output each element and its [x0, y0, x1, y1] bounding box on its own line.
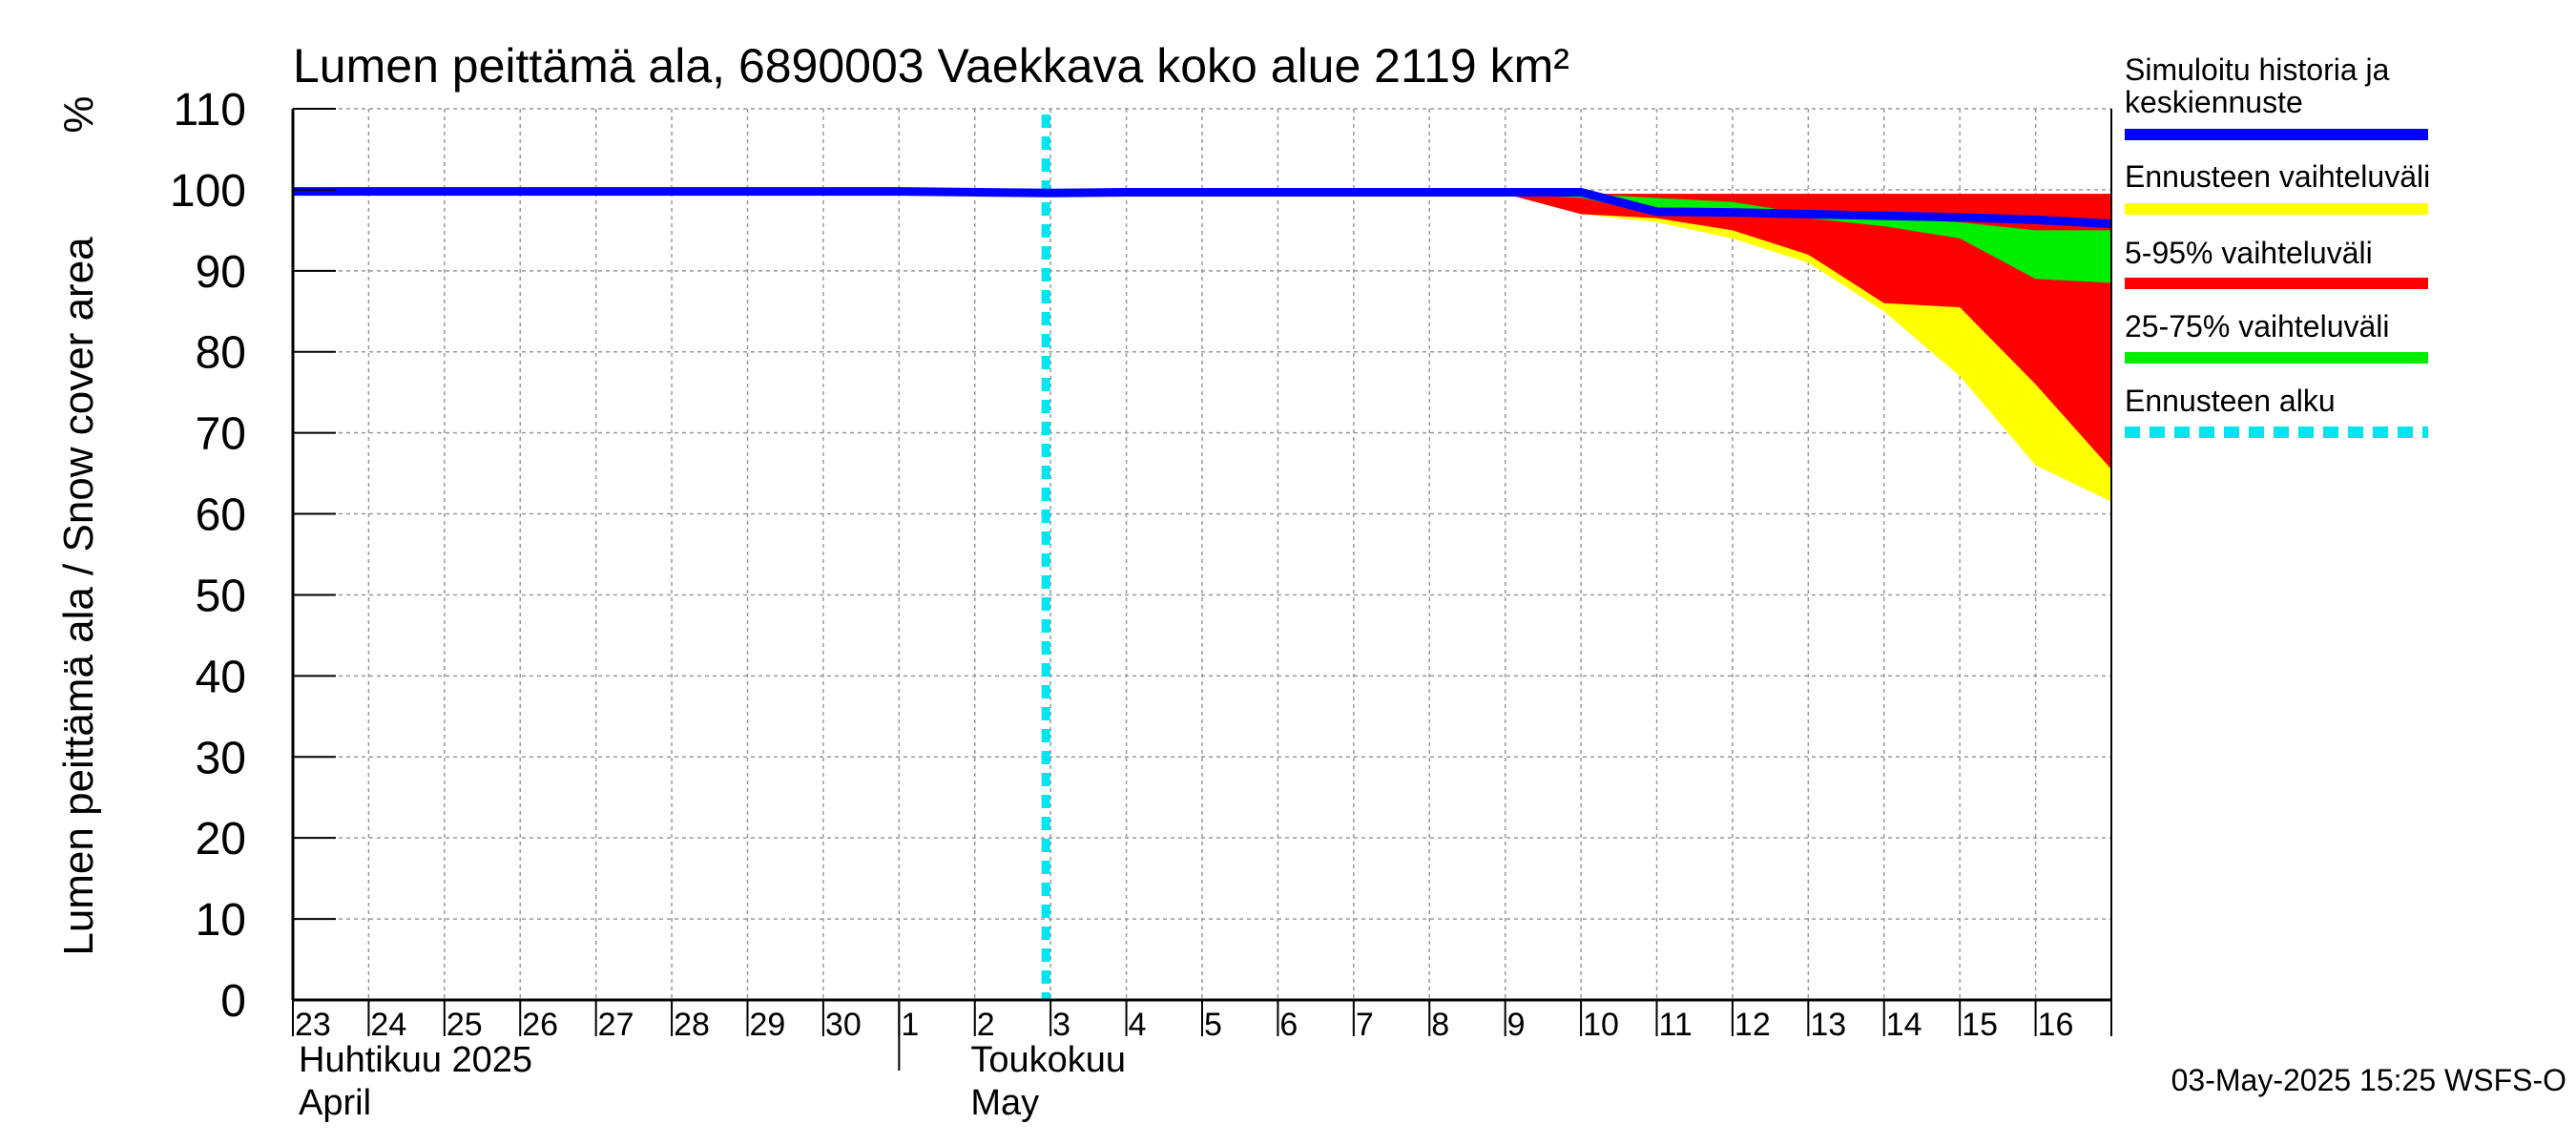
y-tick-label: 30	[196, 733, 246, 783]
band-00ee00	[1505, 194, 2111, 283]
x-tick-label: 28	[674, 1007, 710, 1043]
x-tick-label: 11	[1659, 1007, 1693, 1043]
y-tick-label: 0	[220, 976, 246, 1027]
x-tick-label: 27	[598, 1007, 634, 1043]
x-tick-label: 24	[370, 1007, 406, 1043]
x-tick-label: 4	[1129, 1007, 1147, 1043]
x-tick-label: 3	[1052, 1007, 1070, 1043]
legend-label: 25-75% vaihteluväli	[2125, 309, 2390, 344]
x-tick-label: 26	[522, 1007, 558, 1043]
median-line	[293, 187, 2112, 229]
x-tick-label: 13	[1810, 1007, 1846, 1043]
band-ff0000	[1505, 194, 2111, 469]
y-axis-unit: %	[55, 95, 102, 133]
y-tick-label: 90	[196, 247, 246, 298]
chart-title: Lumen peittämä ala, 6890003 Vaekkava kok…	[293, 39, 1569, 93]
x-tick-label: 30	[825, 1007, 862, 1043]
month-label-en: April	[299, 1083, 371, 1123]
y-tick-label: 10	[196, 895, 246, 946]
y-tick-label: 110	[173, 85, 246, 135]
y-tick-label: 40	[196, 652, 246, 702]
month-label-en: May	[970, 1083, 1039, 1123]
x-tick-label: 15	[1962, 1007, 1998, 1043]
x-tick-label: 1	[901, 1007, 919, 1043]
x-tick-label: 7	[1356, 1007, 1374, 1043]
legend-label: Ennusteen alku	[2125, 384, 2336, 418]
x-tick-label: 14	[1886, 1007, 1922, 1043]
y-tick-label: 60	[196, 490, 246, 541]
x-tick-label: 8	[1431, 1007, 1449, 1043]
y-tick-label: 20	[196, 814, 246, 864]
y-tick-label: 50	[196, 571, 246, 621]
month-label-fi: Huhtikuu 2025	[299, 1040, 532, 1080]
timestamp-footer: 03-May-2025 15:25 WSFS-O	[2171, 1063, 2566, 1097]
legend-label: Ennusteen vaihteluväli	[2125, 159, 2430, 194]
y-tick-label: 70	[196, 409, 246, 460]
legend-label: Simuloitu historia ja keskiennuste	[2125, 52, 2390, 119]
x-tick-label: 2	[977, 1007, 995, 1043]
y-axis-label: Lumen peittämä ala / Snow cover area	[55, 237, 102, 956]
y-tick-label: 100	[170, 166, 246, 217]
x-tick-label: 29	[750, 1007, 786, 1043]
month-label-fi: Toukokuu	[970, 1040, 1126, 1080]
x-tick-label: 23	[295, 1007, 331, 1043]
y-tick-label: 80	[196, 328, 246, 379]
legend: Simuloitu historia ja keskiennuste Ennuste…	[2125, 52, 2430, 438]
legend-label: 5-95% vaihteluväli	[2125, 236, 2373, 270]
grid	[293, 108, 2111, 1001]
x-tick-label: 25	[447, 1007, 483, 1043]
x-tick-label: 16	[2038, 1007, 2074, 1043]
x-tick-label: 6	[1279, 1007, 1298, 1043]
x-tick-label: 12	[1735, 1007, 1771, 1043]
series-layer	[293, 114, 2112, 1000]
x-tick-label: 5	[1204, 1007, 1222, 1043]
x-tick-label: 9	[1507, 1007, 1526, 1043]
x-tick-label: 10	[1583, 1007, 1619, 1043]
